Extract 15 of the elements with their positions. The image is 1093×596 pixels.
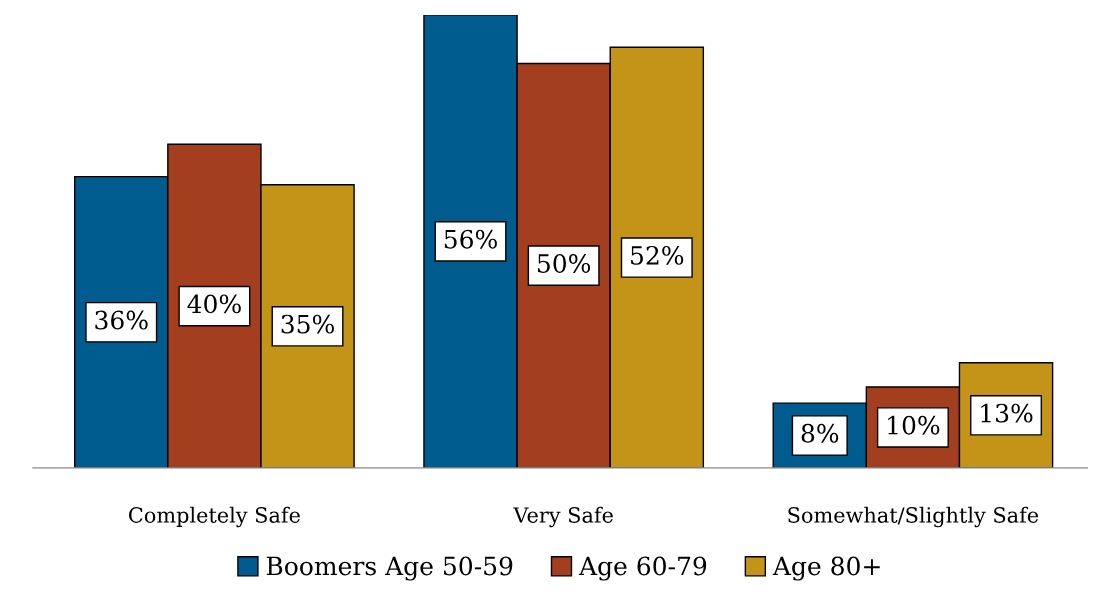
data-label: 52% [631, 245, 684, 265]
legend-label: Age 80+ [772, 556, 880, 581]
x-tick-label: Somewhat/Slightly Safe [788, 506, 1039, 528]
data-label: 40% [187, 294, 241, 314]
x-tick-label: Completely Safe [129, 506, 300, 528]
data-label: 56% [444, 229, 497, 249]
x-tick-label: Very Safe [513, 506, 613, 528]
data-label: 8% [801, 423, 839, 443]
legend-label: Boomers Age 50-59 [266, 556, 513, 581]
data-label: 35% [281, 314, 334, 334]
data-label: 13% [981, 403, 1033, 423]
legend-label: Age 60-79 [578, 556, 707, 581]
data-label: 10% [888, 415, 940, 435]
data-label: 36% [95, 310, 148, 330]
data-label: 50% [538, 253, 591, 273]
